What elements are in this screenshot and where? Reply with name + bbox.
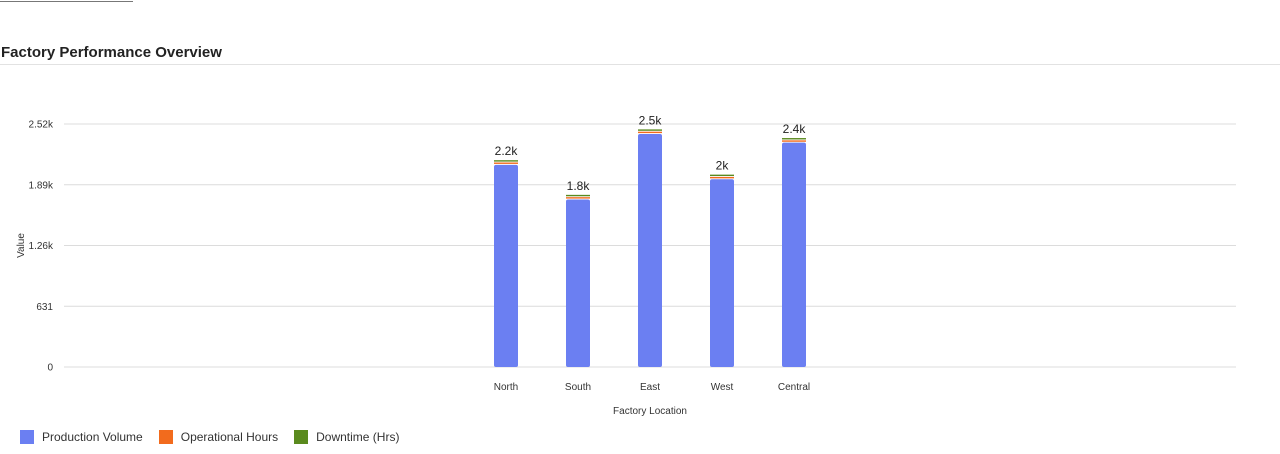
legend-label: Production Volume	[42, 430, 143, 444]
total-label: 2.2k	[495, 144, 519, 158]
bar-north-production	[494, 164, 518, 367]
bar-central-segment-2	[782, 138, 806, 140]
legend-label: Downtime (Hrs)	[316, 430, 400, 444]
chart-title: Factory Performance Overview	[1, 44, 222, 61]
bar-south-segment-1	[566, 197, 590, 199]
legend-swatch	[20, 430, 34, 444]
bar-east-segment-2	[638, 129, 662, 131]
chart-legend: Production Volume Operational Hours Downti…	[20, 430, 399, 444]
x-axis-title: Factory Location	[613, 406, 687, 417]
y-tick-label: 1.26k	[29, 241, 54, 252]
x-tick-label: Central	[778, 382, 810, 393]
x-tick-label: West	[711, 382, 734, 393]
legend-label: Operational Hours	[180, 430, 279, 444]
legend-swatch	[294, 430, 309, 444]
total-label: 2.4k	[783, 122, 807, 136]
bar-east-segment-1	[638, 131, 662, 134]
y-tick-label: 0	[47, 363, 53, 374]
bar-west-segment-1	[710, 176, 734, 179]
bar-chart: 0 631 1.26k 1.89k 2.52k Value 2.2k North 1.8k Sou…	[16, 113, 1236, 417]
legend-item[interactable]: Downtime (Hrs)	[294, 430, 399, 444]
legend-swatch	[158, 430, 173, 444]
bar-north-segment-2	[494, 160, 518, 162]
y-axis-title: Value	[16, 233, 27, 258]
bar-east-production	[638, 134, 662, 367]
legend-item[interactable]: Operational Hours	[158, 430, 279, 444]
total-label: 2.5k	[639, 113, 663, 127]
bar-south-segment-2	[566, 194, 590, 197]
x-tick-label: South	[565, 382, 591, 393]
legend-item[interactable]: Production Volume	[20, 430, 143, 444]
chart-header: Factory Performance Overview	[0, 44, 1280, 65]
y-tick-label: 1.89k	[29, 180, 54, 191]
x-tick-label: North	[494, 382, 518, 393]
bar-central-production	[782, 142, 806, 367]
x-tick-label: East	[640, 382, 660, 393]
bar-south-production	[566, 199, 590, 367]
y-tick-label: 631	[36, 302, 53, 313]
bar-north-segment-1	[494, 162, 518, 164]
total-label: 1.8k	[567, 179, 591, 193]
bar-west-segment-2	[710, 174, 734, 177]
y-tick-label: 2.52k	[29, 120, 54, 131]
bar-west-production	[710, 179, 734, 367]
bar-central-segment-1	[782, 140, 806, 142]
top-tab-indicator[interactable]	[0, 0, 133, 2]
total-label: 2k	[716, 159, 730, 173]
